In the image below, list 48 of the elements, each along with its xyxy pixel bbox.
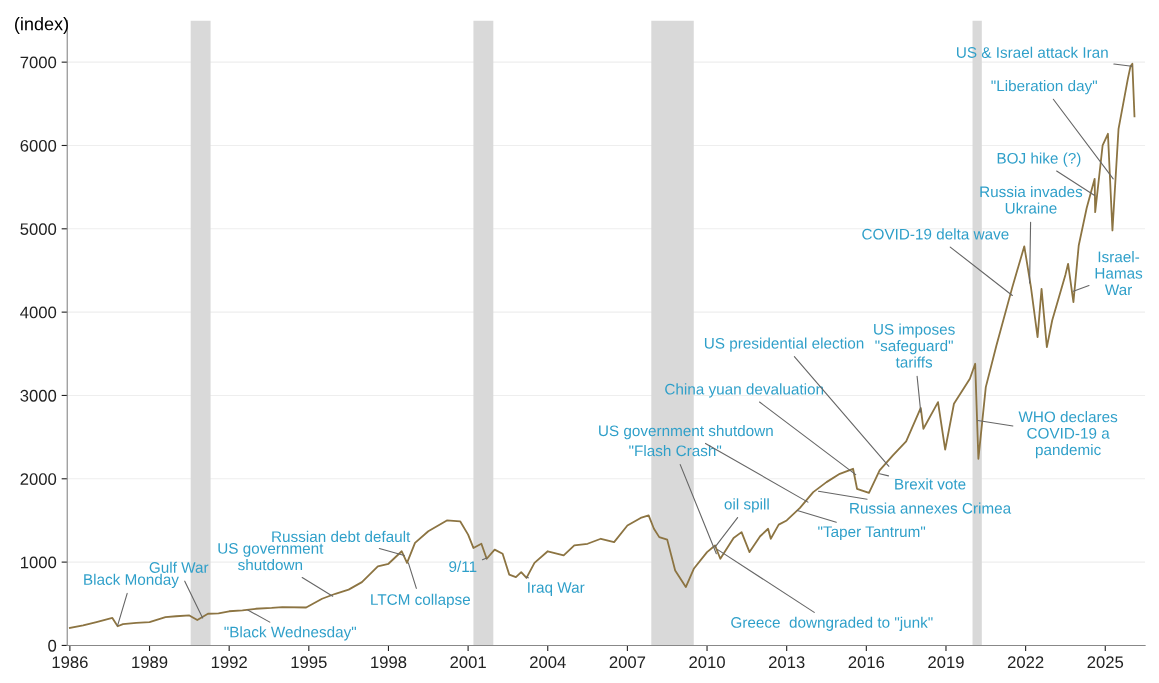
y-tick-label: 3000 (20, 389, 57, 402)
annotation: Gulf War (149, 561, 209, 573)
annotation: Russian debt default (272, 530, 411, 543)
x-tick-label: 1992 (211, 656, 247, 669)
annotation: Russia invades Ukraine (980, 185, 1083, 214)
x-tick-label: 2013 (768, 656, 805, 669)
x-tick-label: 1989 (132, 656, 168, 669)
annotation: China yuan devaluation (665, 383, 824, 398)
annotation: "Flash Crash" (629, 445, 722, 457)
annotation: "Taper Tantrum" (818, 526, 926, 541)
annotation: WHO declares COVID-19 a pandemic (1018, 411, 1118, 459)
annotation: Iraq War (528, 582, 585, 596)
x-tick-label: 1998 (371, 656, 407, 669)
annotation: US presidential election (704, 337, 864, 352)
x-tick-label: 2007 (609, 656, 646, 669)
y-tick-label: 7000 (20, 56, 57, 69)
annotation: "Black Wednesday" (224, 626, 357, 641)
annotation: BOJ hike (?) (997, 152, 1081, 167)
annotation: US imposes "safeguard" tariffs (874, 323, 955, 368)
annotation: "Liberation day" (991, 80, 1097, 95)
annotation: Israel- Hamas War (1095, 251, 1143, 296)
annotation: COVID-19 delta wave (862, 228, 1009, 240)
x-tick-label: 2016 (848, 656, 885, 669)
annotation: LTCM collapse (371, 593, 471, 608)
annotation: US government shutdown (599, 425, 773, 440)
x-tick-label: 2001 (450, 656, 486, 669)
annotation: US & Israel attack Iran (957, 46, 1108, 58)
x-tick-label: 1986 (52, 656, 88, 669)
y-tick-label: 6000 (20, 139, 57, 152)
x-tick-label: 2025 (1087, 656, 1124, 669)
y-tick-label: 0 (48, 639, 57, 652)
x-tick-label: 1995 (291, 656, 327, 669)
y-tick-label: 1000 (21, 556, 57, 569)
x-tick-label: 2010 (689, 656, 725, 669)
annotation: Black Monday (84, 573, 179, 588)
x-tick-label: 2019 (928, 656, 964, 669)
y-tick-label: 5000 (20, 223, 57, 236)
annotation: Russia annexes Crimea (850, 502, 1012, 514)
annotation: US government shutdown (218, 543, 324, 571)
annotation: oil spill (724, 498, 769, 513)
y-tick-label: 4000 (20, 306, 57, 319)
x-tick-label: 2022 (1007, 656, 1044, 669)
annotation: Greece downgraded to "junk" (731, 616, 933, 631)
y-axis-title: (index) (15, 17, 68, 34)
annotation: 9/11 (449, 560, 477, 573)
x-tick-label: 2004 (530, 656, 566, 669)
annotation: Brexit vote (895, 478, 966, 490)
y-tick-label: 2000 (20, 473, 57, 485)
